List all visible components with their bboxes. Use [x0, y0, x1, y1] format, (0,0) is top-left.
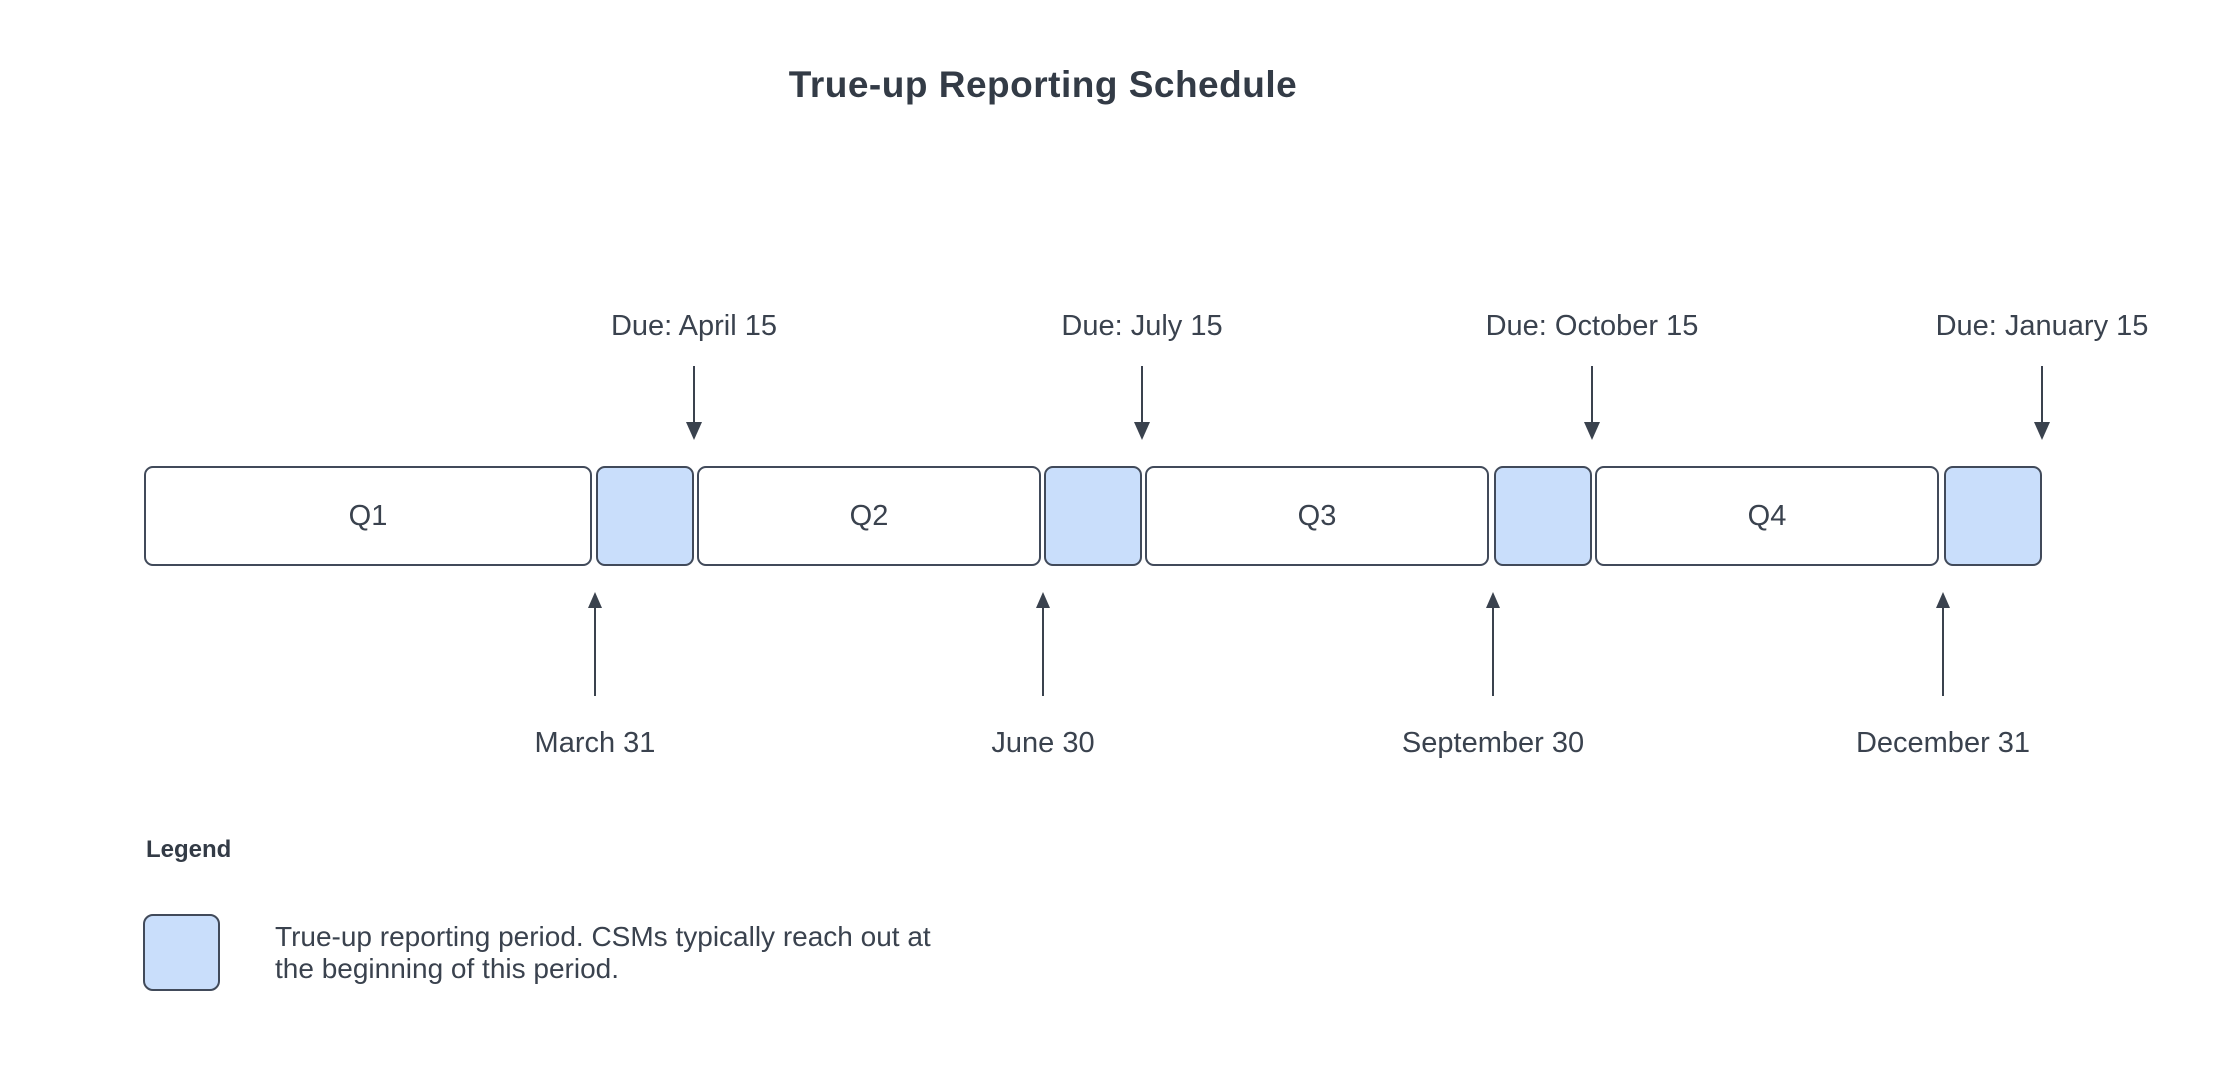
legend-description-line2: the beginning of this period.: [275, 953, 620, 984]
quarter-end-label-q3: September 30: [1401, 727, 1585, 759]
quarter-end-arrow-up-icon: [1936, 592, 1950, 696]
due-arrow-down-icon: [1584, 366, 1600, 440]
quarter-end-label-q2: June 30: [991, 727, 1095, 759]
quarter-box-q1: Q1: [144, 466, 592, 566]
quarter-box-q4: Q4: [1595, 466, 1939, 566]
true-up-period-swatch-icon: [143, 914, 220, 991]
due-date-label-q2: Due: July 15: [1061, 310, 1223, 342]
true-up-period-box: [1044, 466, 1142, 566]
true-up-period-box: [1944, 466, 2042, 566]
quarter-end-label-q4: December 31: [1855, 727, 2031, 759]
due-date-label-q3: Due: October 15: [1485, 310, 1699, 342]
quarter-end-arrow-up-icon: [588, 592, 602, 696]
legend-description-line1: True-up reporting period. CSMs typically…: [275, 921, 931, 952]
due-arrow-down-icon: [1134, 366, 1150, 440]
true-up-period-box: [1494, 466, 1592, 566]
page-title: True-up Reporting Schedule: [788, 64, 1298, 105]
quarter-box-q2: Q2: [697, 466, 1041, 566]
legend-description: True-up reporting period. CSMs typically…: [275, 921, 931, 985]
quarter-end-arrow-up-icon: [1486, 592, 1500, 696]
quarter-box-q3: Q3: [1145, 466, 1489, 566]
due-date-label-q4: Due: January 15: [1935, 310, 2149, 342]
due-arrow-down-icon: [686, 366, 702, 440]
due-date-label-q1: Due: April 15: [610, 310, 778, 342]
due-arrow-down-icon: [2034, 366, 2050, 440]
true-up-period-box: [596, 466, 694, 566]
quarter-end-arrow-up-icon: [1036, 592, 1050, 696]
legend-title: Legend: [146, 836, 232, 863]
quarter-end-label-q1: March 31: [534, 727, 656, 759]
